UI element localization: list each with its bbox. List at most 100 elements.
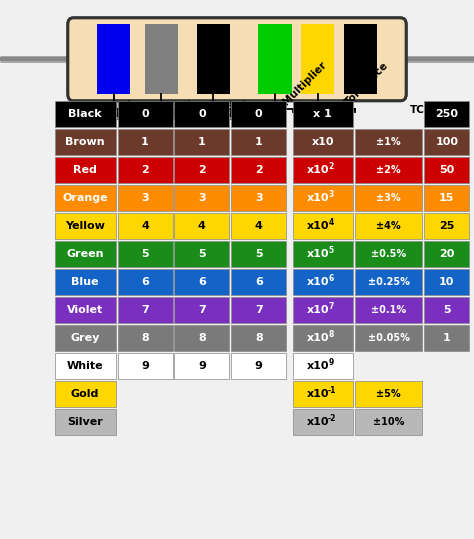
Text: Violet: Violet	[67, 305, 103, 315]
Bar	[174, 185, 229, 211]
Text: ±0.1%: ±0.1%	[371, 305, 406, 315]
Text: 9: 9	[198, 361, 206, 371]
Text: Grey: Grey	[71, 333, 100, 343]
Text: 20: 20	[439, 249, 455, 259]
Bar	[355, 409, 422, 435]
Bar	[293, 185, 353, 211]
Text: -1: -1	[327, 386, 336, 395]
Text: Orange: Orange	[62, 193, 108, 203]
Text: 5: 5	[255, 249, 263, 259]
Bar	[55, 213, 116, 239]
Bar	[55, 325, 116, 351]
Bar	[424, 185, 469, 211]
Bar	[293, 157, 353, 183]
Text: 0: 0	[141, 109, 149, 119]
Bar	[55, 129, 116, 155]
Text: 100: 100	[435, 137, 458, 147]
Text: 9: 9	[141, 361, 149, 371]
Bar	[118, 129, 173, 155]
Text: 3: 3	[198, 193, 206, 203]
Bar	[301, 24, 334, 94]
Bar	[424, 241, 469, 267]
Bar	[174, 269, 229, 295]
Bar	[231, 185, 286, 211]
Text: x10: x10	[311, 137, 334, 147]
Bar	[293, 325, 353, 351]
Bar	[231, 269, 286, 295]
Text: x10: x10	[307, 305, 329, 315]
Bar	[293, 213, 353, 239]
Text: TCR*: TCR*	[410, 105, 438, 115]
Text: 4: 4	[255, 221, 263, 231]
Text: 3: 3	[225, 102, 233, 112]
Text: Digit: Digit	[159, 110, 190, 120]
Text: x10: x10	[307, 417, 329, 427]
Text: ±1%: ±1%	[376, 137, 401, 147]
Bar	[293, 297, 353, 323]
Bar	[293, 241, 353, 267]
Text: 0: 0	[198, 109, 206, 119]
Text: Yellow: Yellow	[65, 221, 105, 231]
Text: 3: 3	[328, 190, 334, 199]
Text: x10: x10	[307, 193, 329, 203]
Bar	[231, 157, 286, 183]
Bar	[174, 241, 229, 267]
Bar	[174, 213, 229, 239]
Text: White: White	[67, 361, 103, 371]
Text: Brown: Brown	[65, 137, 105, 147]
Text: 1: 1	[111, 102, 119, 112]
Bar	[293, 353, 353, 379]
Text: x10: x10	[307, 389, 329, 399]
Bar	[424, 213, 469, 239]
Bar	[145, 24, 178, 94]
Text: st: st	[123, 100, 131, 107]
Text: Silver: Silver	[67, 417, 103, 427]
Bar	[118, 101, 173, 127]
Bar	[293, 101, 353, 127]
Bar	[231, 213, 286, 239]
Bar	[118, 157, 173, 183]
Text: 7: 7	[255, 305, 263, 315]
Text: 250: 250	[435, 109, 458, 119]
Bar	[258, 24, 292, 94]
Text: Blue: Blue	[71, 277, 99, 287]
Text: 2: 2	[328, 162, 334, 171]
Text: x10: x10	[307, 361, 329, 371]
Text: 4: 4	[328, 218, 334, 227]
Text: Gold: Gold	[71, 389, 99, 399]
Text: Digit: Digit	[216, 110, 246, 120]
Bar	[174, 353, 229, 379]
FancyBboxPatch shape	[68, 18, 406, 101]
Text: ±5%: ±5%	[376, 389, 401, 399]
Bar	[118, 353, 173, 379]
Bar	[118, 185, 173, 211]
Bar	[355, 297, 422, 323]
Bar	[174, 101, 229, 127]
Text: 6: 6	[141, 277, 149, 287]
Bar	[174, 129, 229, 155]
Text: 4: 4	[141, 221, 149, 231]
Bar	[293, 129, 353, 155]
Bar	[424, 129, 469, 155]
Text: 1: 1	[255, 137, 263, 147]
Text: 1: 1	[443, 333, 451, 343]
Bar	[355, 129, 422, 155]
Bar	[293, 269, 353, 295]
Text: ±0.25%: ±0.25%	[367, 277, 410, 287]
Text: 15: 15	[439, 193, 455, 203]
Bar	[55, 269, 116, 295]
Bar	[55, 409, 116, 435]
Text: 5: 5	[443, 305, 451, 315]
Bar	[55, 353, 116, 379]
Bar	[55, 101, 116, 127]
Bar	[424, 101, 469, 127]
Text: 4: 4	[198, 221, 206, 231]
Text: x10: x10	[307, 165, 329, 175]
Text: nd: nd	[180, 100, 190, 107]
Text: 3: 3	[141, 193, 149, 203]
Bar	[344, 24, 377, 94]
Bar	[55, 241, 116, 267]
Text: 25: 25	[439, 221, 455, 231]
Bar	[231, 241, 286, 267]
Bar	[355, 157, 422, 183]
